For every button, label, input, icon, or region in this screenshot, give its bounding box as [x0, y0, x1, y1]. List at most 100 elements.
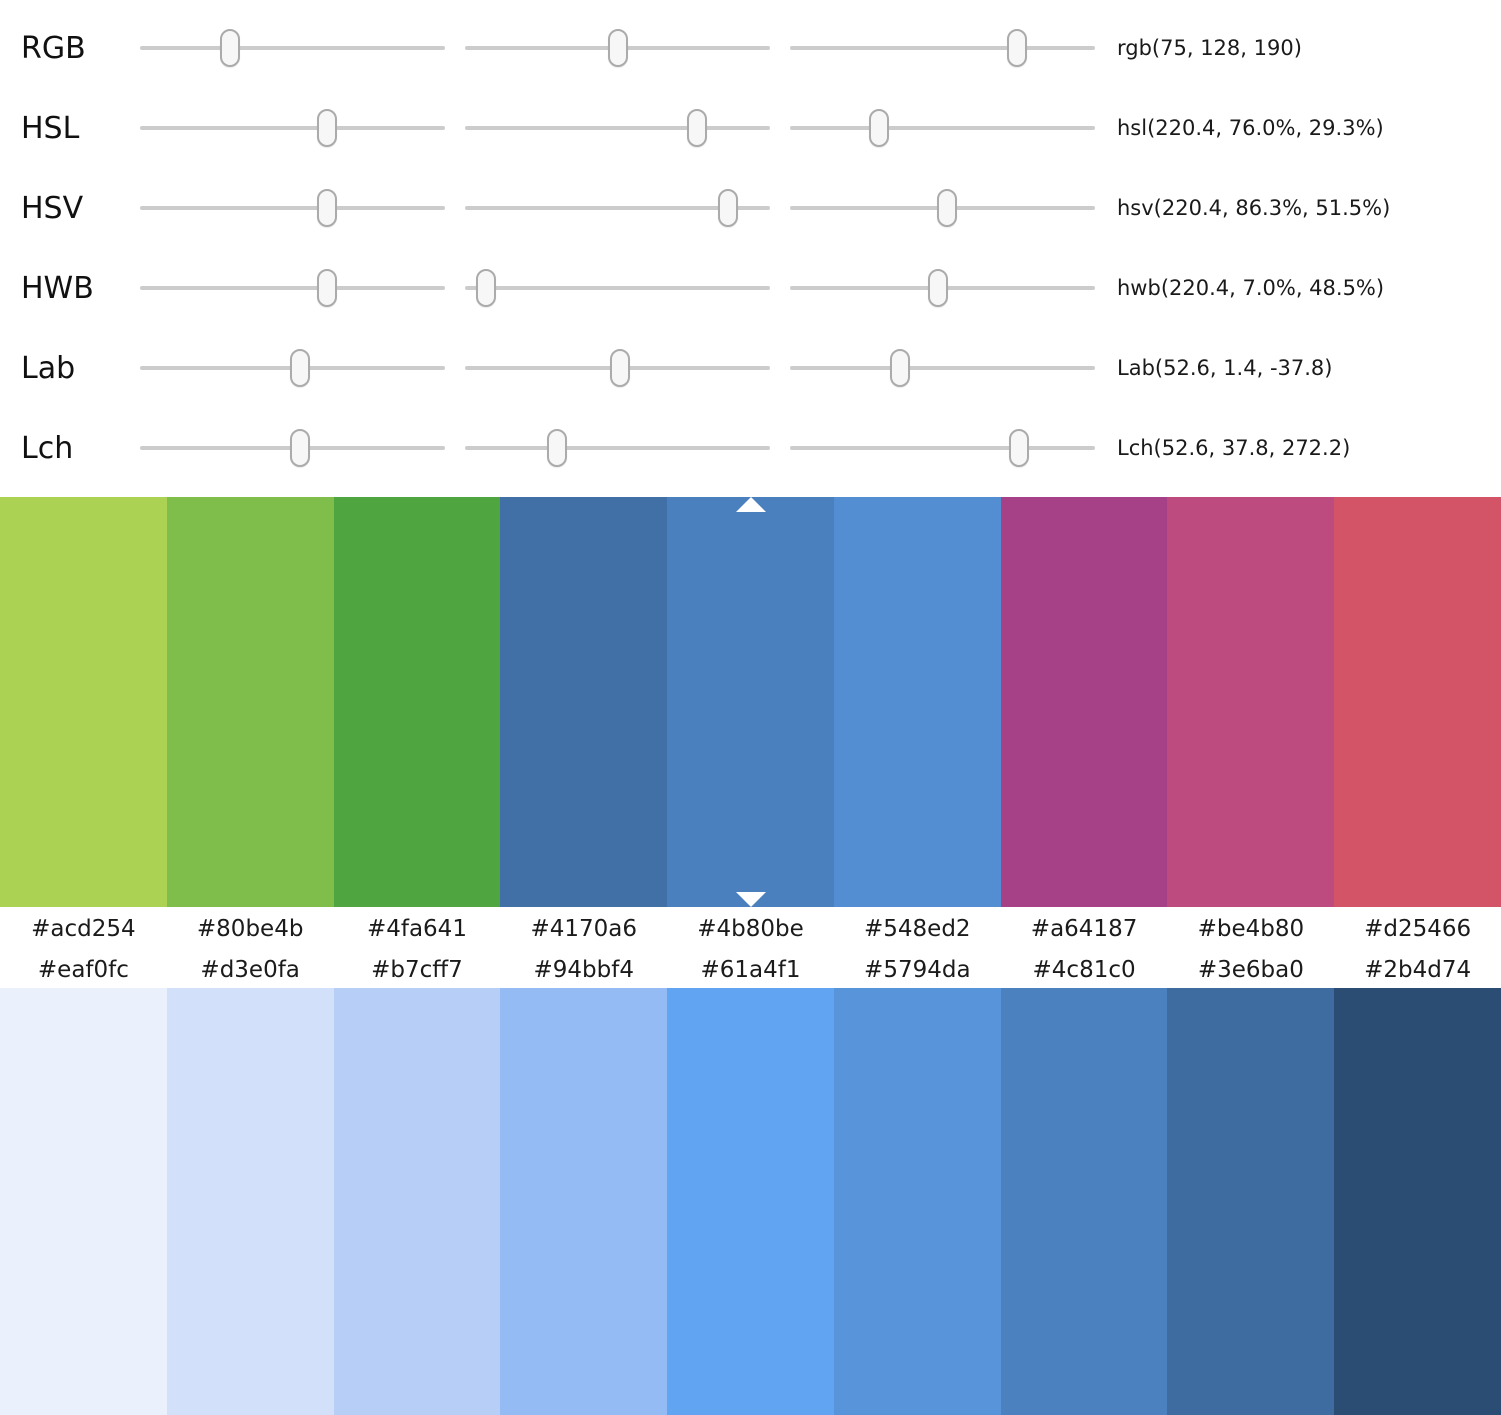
selection-marker-bottom-icon	[735, 892, 766, 907]
bottom-palette	[0, 988, 1501, 1415]
hex-label: #a64187	[1030, 916, 1138, 942]
slider-thumb[interactable]	[316, 269, 337, 307]
slider-rgb-3[interactable]	[790, 8, 1095, 88]
color-swatch[interactable]	[833, 497, 1001, 907]
hex-label: #d25466	[1364, 916, 1472, 942]
hex-label: #80be4b	[196, 916, 304, 942]
hex-label: #4b80be	[697, 916, 804, 942]
color-swatch[interactable]	[333, 497, 501, 907]
hex-label: #3e6ba0	[1197, 956, 1304, 983]
slider-lab-1[interactable]	[140, 328, 445, 408]
top-hex-labels: #acd254 #80be4b #4fa641 #4170a6 #4b80be …	[0, 907, 1501, 951]
color-swatch[interactable]	[333, 988, 501, 1415]
hex-label: #4c81c0	[1032, 956, 1136, 983]
slider-thumb[interactable]	[1008, 429, 1029, 467]
slider-row-hsv: HSV hsv(220.4, 86.3%, 51.5%)	[0, 168, 1501, 248]
slider-lch-1[interactable]	[140, 408, 445, 488]
slider-track[interactable]	[140, 206, 445, 210]
hex-label: #be4b80	[1197, 916, 1305, 942]
color-value-hsv: hsv(220.4, 86.3%, 51.5%)	[1117, 196, 1391, 220]
slider-thumb[interactable]	[718, 189, 739, 227]
slider-thumb[interactable]	[889, 349, 910, 387]
colorspace-label: HSV	[21, 190, 84, 226]
color-value-lab: Lab(52.6, 1.4, -37.8)	[1117, 356, 1333, 380]
color-swatch[interactable]	[500, 497, 668, 907]
slider-rgb-2[interactable]	[465, 8, 770, 88]
bottom-hex-labels: #eaf0fc #d3e0fa #b7cff7 #94bbf4 #61a4f1 …	[0, 951, 1501, 988]
hex-label: #4170a6	[530, 916, 637, 942]
slider-row-lab: Lab Lab(52.6, 1.4, -37.8)	[0, 328, 1501, 408]
slider-rgb-1[interactable]	[140, 8, 445, 88]
slider-track[interactable]	[465, 126, 770, 130]
slider-lch-3[interactable]	[790, 408, 1095, 488]
colorspace-label: HWB	[21, 270, 94, 306]
color-swatch[interactable]	[1167, 988, 1335, 1415]
slider-hwb-2[interactable]	[465, 248, 770, 328]
slider-hsl-2[interactable]	[465, 88, 770, 168]
slider-track[interactable]	[140, 46, 445, 50]
slider-track[interactable]	[790, 366, 1095, 370]
slider-thumb[interactable]	[608, 29, 629, 67]
color-swatch-selected[interactable]	[667, 497, 834, 907]
slider-hwb-1[interactable]	[140, 248, 445, 328]
hex-label: #94bbf4	[533, 956, 634, 983]
hex-label: #5794da	[864, 956, 971, 983]
slider-thumb[interactable]	[1007, 29, 1028, 67]
colorspace-label: HSL	[21, 110, 80, 146]
slider-thumb[interactable]	[290, 429, 311, 467]
slider-thumb[interactable]	[937, 189, 958, 227]
hex-label: #acd254	[31, 916, 136, 942]
colorspace-label: Lch	[21, 430, 74, 466]
hex-label: #d3e0fa	[200, 956, 300, 983]
slider-thumb[interactable]	[547, 429, 568, 467]
slider-track[interactable]	[140, 126, 445, 130]
slider-hsl-1[interactable]	[140, 88, 445, 168]
slider-track[interactable]	[790, 46, 1095, 50]
slider-hsv-3[interactable]	[790, 168, 1095, 248]
slider-row-lch: Lch Lch(52.6, 37.8, 272.2)	[0, 408, 1501, 488]
hex-label: #4fa641	[366, 916, 467, 942]
slider-hsl-3[interactable]	[790, 88, 1095, 168]
slider-thumb[interactable]	[476, 269, 497, 307]
slider-thumb[interactable]	[290, 349, 311, 387]
color-swatch[interactable]	[833, 988, 1001, 1415]
color-swatch[interactable]	[1334, 988, 1501, 1415]
slider-track[interactable]	[465, 446, 770, 450]
color-swatch[interactable]	[166, 497, 334, 907]
slider-hsv-2[interactable]	[465, 168, 770, 248]
slider-lab-2[interactable]	[465, 328, 770, 408]
color-swatch[interactable]	[166, 988, 334, 1415]
slider-track[interactable]	[465, 206, 770, 210]
color-swatch[interactable]	[0, 497, 167, 907]
slider-track[interactable]	[790, 446, 1095, 450]
slider-thumb[interactable]	[686, 109, 707, 147]
color-swatch[interactable]	[667, 988, 834, 1415]
hex-label: #61a4f1	[700, 956, 801, 983]
color-swatch[interactable]	[500, 988, 668, 1415]
hex-label: #548ed2	[864, 916, 971, 942]
color-swatch[interactable]	[0, 988, 167, 1415]
color-swatch[interactable]	[1000, 497, 1168, 907]
slider-thumb[interactable]	[316, 189, 337, 227]
color-swatch[interactable]	[1167, 497, 1335, 907]
slider-lch-2[interactable]	[465, 408, 770, 488]
slider-track[interactable]	[465, 286, 770, 290]
slider-track[interactable]	[140, 286, 445, 290]
slider-thumb[interactable]	[869, 109, 890, 147]
selection-marker-top-icon	[735, 497, 766, 512]
slider-lab-3[interactable]	[790, 328, 1095, 408]
slider-hsv-1[interactable]	[140, 168, 445, 248]
slider-thumb[interactable]	[316, 109, 337, 147]
hex-label: #2b4d74	[1364, 956, 1472, 983]
slider-thumb[interactable]	[609, 349, 630, 387]
slider-row-rgb: RGB rgb(75, 128, 190)	[0, 8, 1501, 88]
color-value-hwb: hwb(220.4, 7.0%, 48.5%)	[1117, 276, 1385, 300]
slider-hwb-3[interactable]	[790, 248, 1095, 328]
color-swatch[interactable]	[1000, 988, 1168, 1415]
color-swatch[interactable]	[1334, 497, 1501, 907]
slider-thumb[interactable]	[927, 269, 948, 307]
colorspace-label: Lab	[21, 350, 76, 386]
colorspace-label: RGB	[21, 30, 86, 66]
slider-thumb[interactable]	[219, 29, 240, 67]
slider-track[interactable]	[790, 126, 1095, 130]
